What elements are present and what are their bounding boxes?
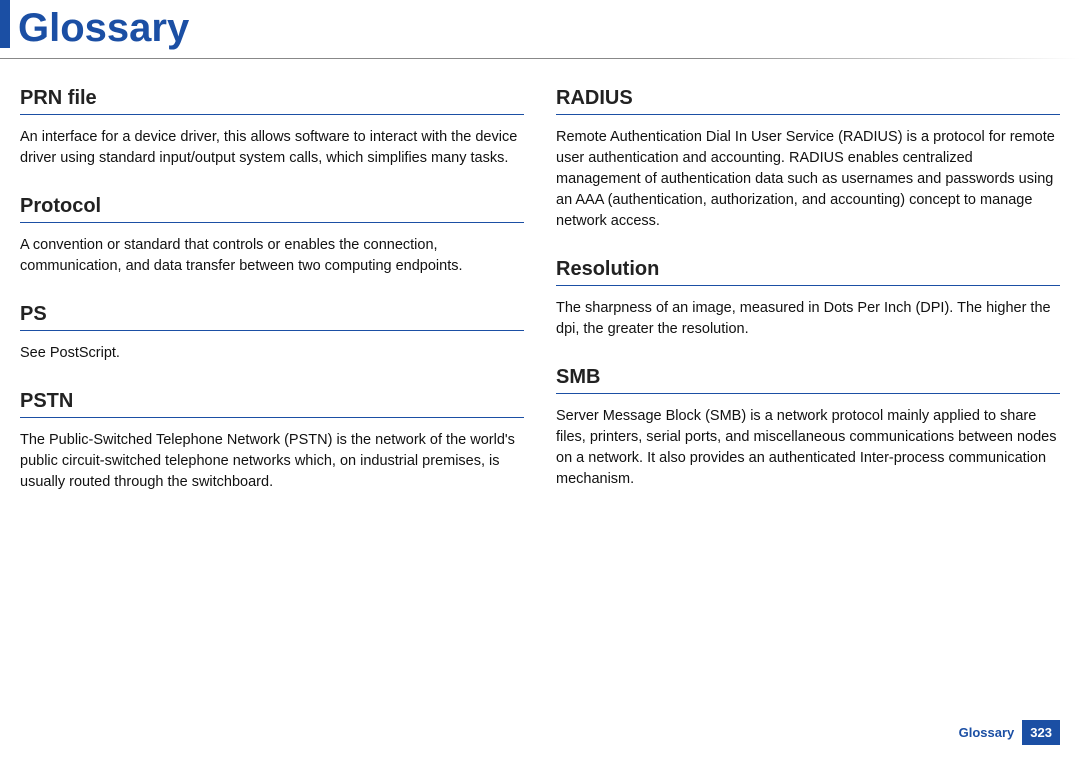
entry-heading: SMB: [556, 366, 1060, 394]
footer-page-number: 323: [1022, 720, 1060, 745]
glossary-entry: PS See PostScript.: [20, 303, 524, 364]
glossary-entry: RADIUS Remote Authentication Dial In Use…: [556, 87, 1060, 232]
entry-heading: Protocol: [20, 195, 524, 223]
glossary-entry: Resolution The sharpness of an image, me…: [556, 258, 1060, 340]
left-column: PRN file An interface for a device drive…: [20, 87, 524, 519]
entry-heading: PS: [20, 303, 524, 331]
entry-body: A convention or standard that controls o…: [20, 235, 524, 277]
header-accent-bar: [0, 0, 10, 48]
entry-body: The sharpness of an image, measured in D…: [556, 298, 1060, 340]
entry-body: The Public-Switched Telephone Network (P…: [20, 430, 524, 493]
header: Glossary: [0, 0, 1080, 52]
page-title: Glossary: [18, 8, 189, 48]
glossary-entry: Protocol A convention or standard that c…: [20, 195, 524, 277]
entry-body: Remote Authentication Dial In User Servi…: [556, 127, 1060, 232]
entry-body: See PostScript.: [20, 343, 524, 364]
footer: Glossary 323: [959, 720, 1060, 745]
entry-heading: Resolution: [556, 258, 1060, 286]
glossary-entry: PRN file An interface for a device drive…: [20, 87, 524, 169]
entry-body: Server Message Block (SMB) is a network …: [556, 406, 1060, 490]
glossary-entry: SMB Server Message Block (SMB) is a netw…: [556, 366, 1060, 490]
right-column: RADIUS Remote Authentication Dial In Use…: [556, 87, 1060, 519]
entry-heading: RADIUS: [556, 87, 1060, 115]
entry-body: An interface for a device driver, this a…: [20, 127, 524, 169]
footer-section-label: Glossary: [959, 725, 1015, 740]
entry-heading: PRN file: [20, 87, 524, 115]
content-area: PRN file An interface for a device drive…: [0, 59, 1080, 519]
glossary-entry: PSTN The Public-Switched Telephone Netwo…: [20, 390, 524, 493]
entry-heading: PSTN: [20, 390, 524, 418]
